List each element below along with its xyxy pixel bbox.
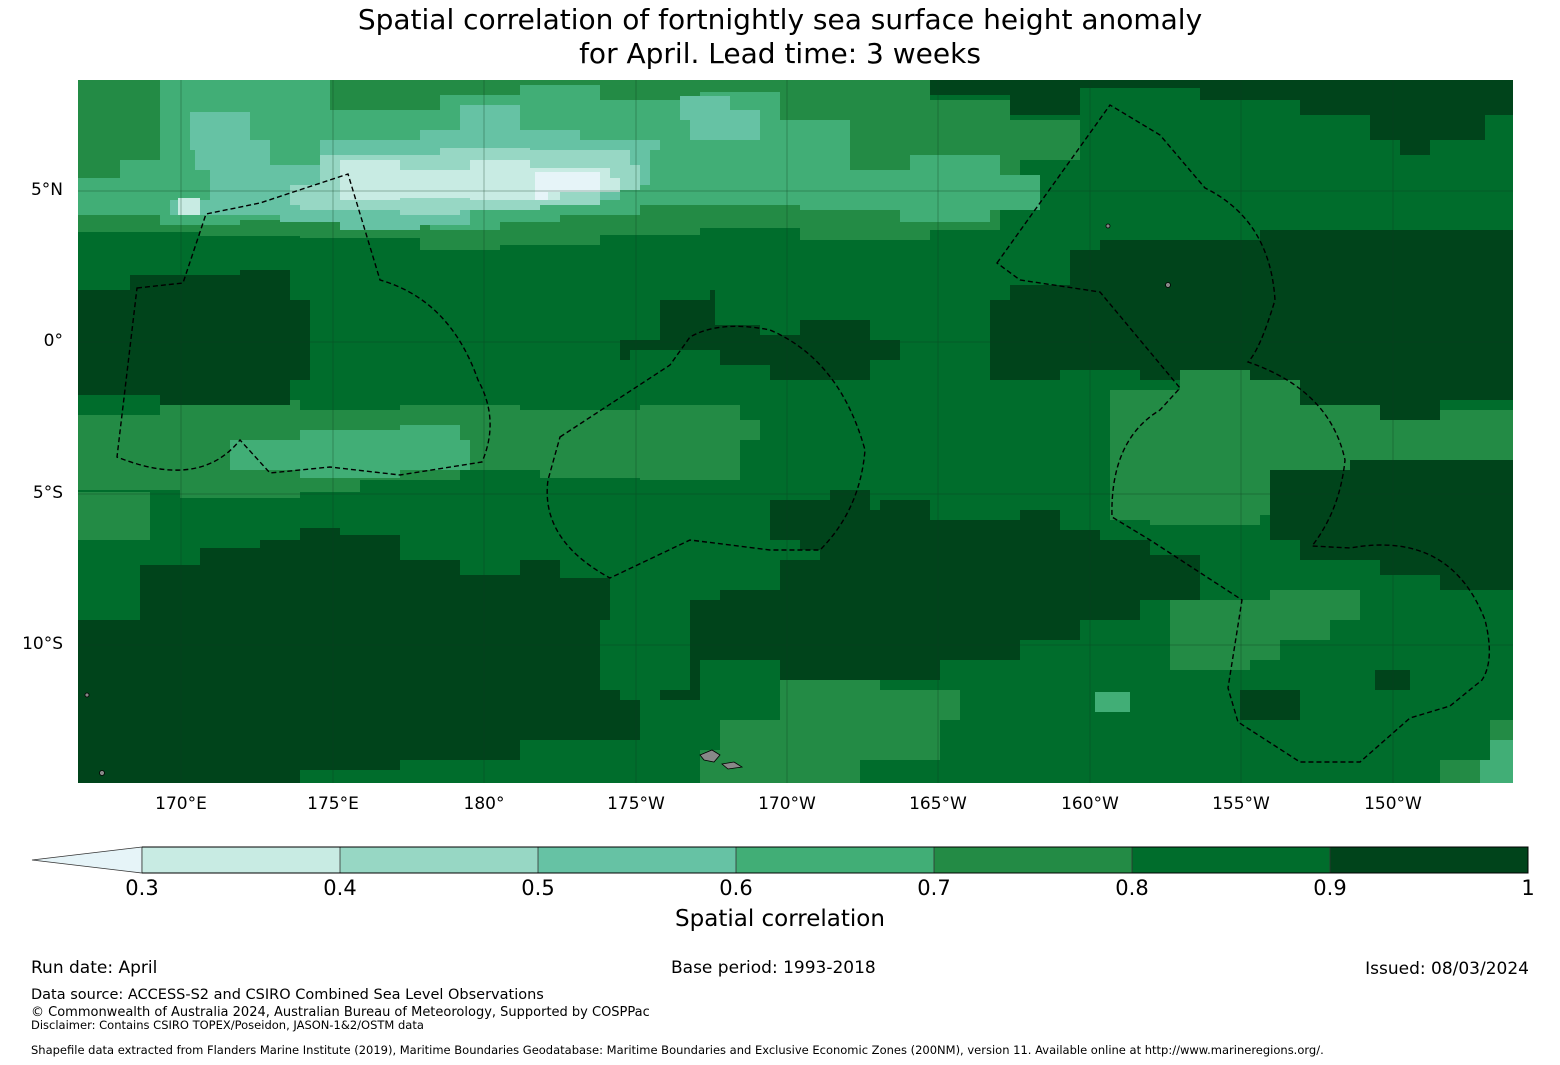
cb-tick-04: 0.4 [323,876,357,900]
x-label-8: 155°W [1212,794,1270,814]
colorbar-extend-arrow [31,846,143,874]
eez-boundaries [116,104,1490,763]
x-label-9: 150°W [1364,794,1422,814]
dark-east-eq [990,230,1513,420]
map-field [78,80,1513,783]
dark-south-east-2 [1240,670,1410,720]
run-date: Run date: April [31,958,158,978]
y-label-2: 0° [43,331,63,351]
title-line-2: for April. Lead time: 3 weeks [579,37,981,70]
disclaimer: Disclaimer: Contains CSIRO TOPEX/Poseido… [31,1018,424,1032]
colorbar-bin-5 [934,847,1132,873]
correlation-map [78,80,1513,783]
shapefile-credit: Shapefile data extracted from Flanders M… [31,1043,1324,1057]
colorbar-bin-7 [1330,847,1528,873]
colorbar-bin-3 [538,847,736,873]
y-label-1: 5°N [30,180,63,200]
dark-center-eq [620,290,900,380]
x-label-7: 160°W [1061,794,1119,814]
dark-south-east [1270,460,1513,590]
x-label-1: 170°E [155,794,207,814]
x-label-5: 170°W [758,794,816,814]
dark-south-center [770,490,900,560]
issued-date: Issued: 08/03/2024 [1365,959,1529,979]
chart-title: Spatial correlation of fortnightly sea s… [0,3,1560,71]
band-south-06 [230,425,470,478]
patch-05-top [680,96,760,140]
copyright: © Commonwealth of Australia 2024, Austra… [31,1005,650,1020]
title-line-1: Spatial correlation of fortnightly sea s… [357,3,1203,36]
colorbar-bin-6 [1132,847,1330,873]
cb-tick-07: 0.7 [917,876,951,900]
y-label-4: 10°S [22,634,63,654]
islands [84,223,1171,776]
patch-03-west [178,198,200,215]
colorbar-bin-2 [340,847,538,873]
x-label-3: 180° [463,794,505,814]
x-label-2: 175°E [307,794,359,814]
cb-tick-05: 0.5 [521,876,555,900]
dark-top-east [930,80,1513,155]
colorbar [31,846,1529,874]
patch-07-se [1170,590,1360,670]
colorbar-bin-4 [736,847,934,873]
cb-tick-08: 0.8 [1115,876,1149,900]
base-period: Base period: 1993-2018 [671,958,876,978]
cb-tick-03: 0.3 [125,876,159,900]
cb-tick-06: 0.6 [719,876,753,900]
colorbar-bin-1 [142,847,340,873]
patch-07-west [78,492,150,540]
patch-lightest [535,172,600,200]
patch-07-south-center [700,680,960,783]
dark-west-eq [78,270,310,405]
cb-tick-09: 0.9 [1313,876,1347,900]
colorbar-label: Spatial correlation [675,906,885,932]
y-label-3: 5°S [32,483,63,503]
graticule [78,80,1513,783]
data-source: Data source: ACCESS-S2 and CSIRO Combine… [31,987,544,1003]
x-label-6: 165°W [909,794,967,814]
dark-south-wide [78,500,1200,783]
cb-tick-10: 1 [1521,876,1535,900]
x-label-4: 175°W [607,794,665,814]
